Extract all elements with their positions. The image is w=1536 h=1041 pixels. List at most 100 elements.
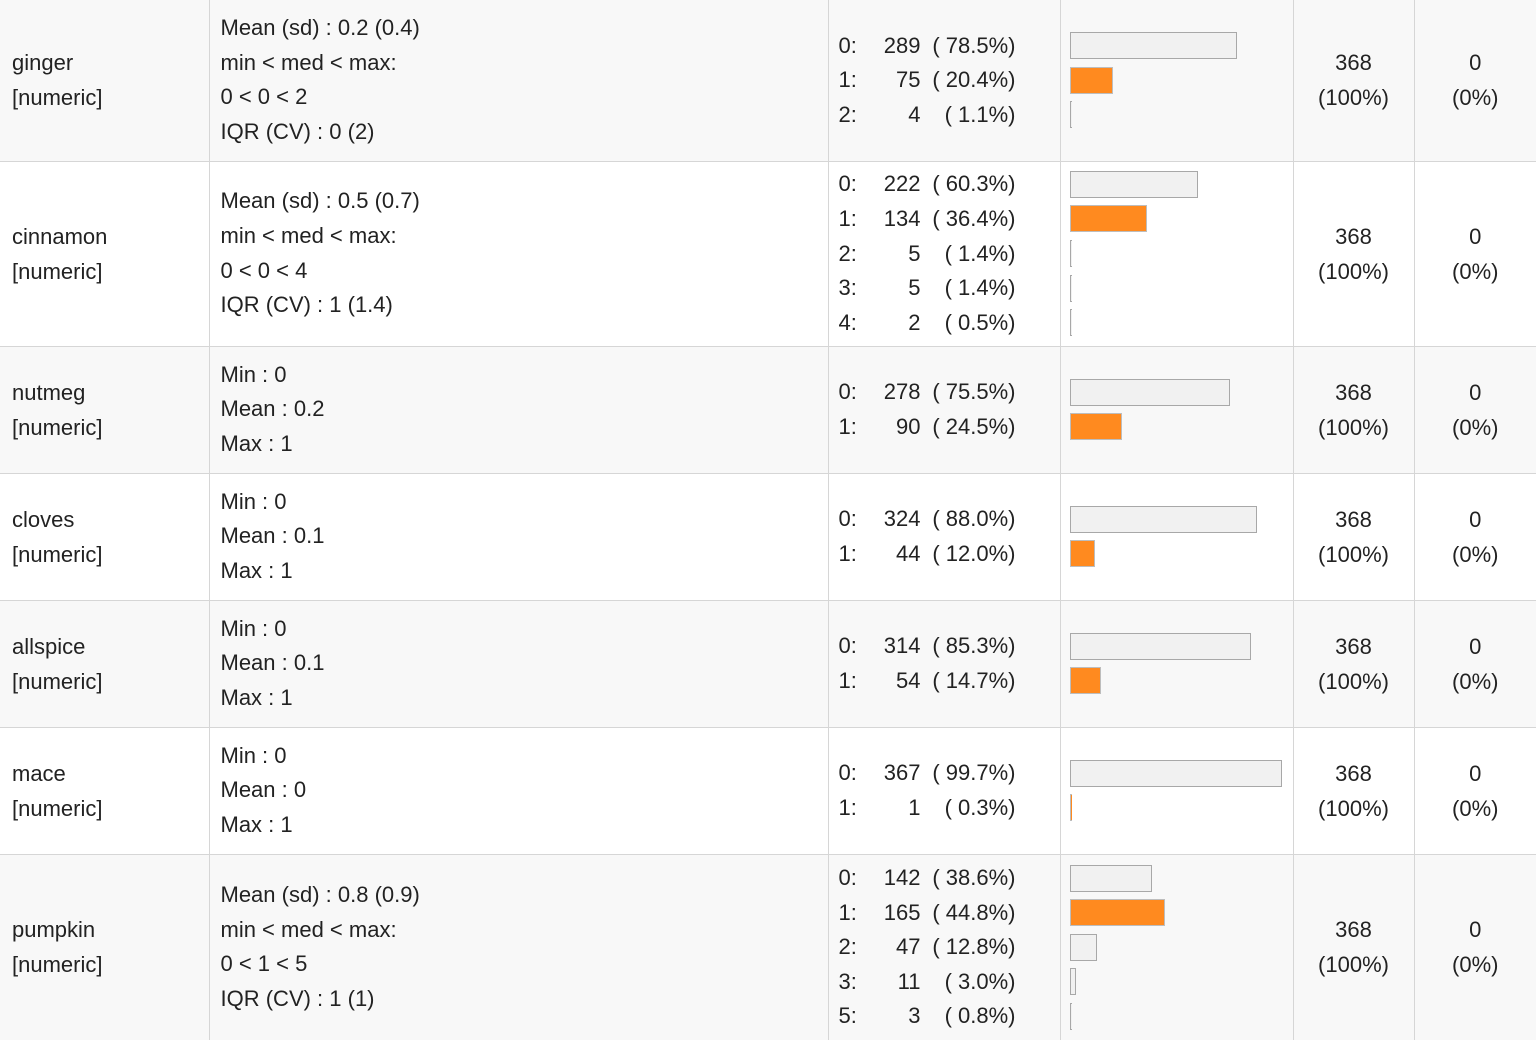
missing-percent: (0%)	[1452, 952, 1499, 978]
freq-line: 2: 5 ( 1.4%)	[839, 236, 1060, 271]
freqs-cell: 0: 314 ( 85.3%) 1: 54 ( 14.7%)	[827, 599, 1061, 728]
stats-line: Min : 0	[220, 742, 287, 768]
freq-count: 314	[883, 633, 921, 659]
bar-row	[1069, 202, 1293, 237]
freq-percent: ( 0.5%)	[944, 309, 1016, 335]
bar	[1069, 1002, 1072, 1030]
freq-percent: ( 0.3%)	[944, 794, 1016, 820]
freq-line: 0: 314 ( 85.3%)	[839, 629, 1060, 664]
variable-type: [numeric]	[12, 414, 103, 440]
stats-line: Max : 1	[220, 557, 293, 583]
freq-value: 0:	[838, 865, 857, 891]
variable-cell: nutmeg [numeric]	[0, 345, 210, 474]
missing-count: 0	[1469, 379, 1482, 405]
bar-row	[1069, 305, 1293, 340]
stats-line: 0 < 0 < 4	[220, 257, 308, 283]
freq-count: 4	[908, 101, 921, 127]
freq-percent: ( 3.0%)	[944, 968, 1016, 994]
freq-line: 1: 1 ( 0.3%)	[839, 791, 1060, 826]
graph-cell	[1059, 0, 1294, 162]
valid-count: 368	[1335, 633, 1372, 659]
bar-row	[1069, 791, 1293, 826]
freq-percent: ( 85.3%)	[932, 633, 1016, 659]
bar	[1069, 759, 1282, 787]
stats-line: Mean : 0.1	[220, 650, 325, 676]
freq-line: 2: 4 ( 1.1%)	[839, 98, 1060, 133]
freq-line: 0: 289 ( 78.5%)	[839, 28, 1060, 63]
bar	[1069, 667, 1101, 695]
freq-percent: ( 38.6%)	[932, 865, 1016, 891]
valid-count: 368	[1335, 506, 1372, 532]
freq-value: 0:	[838, 379, 857, 405]
stats-line: 0 < 0 < 2	[220, 84, 308, 110]
bar	[1069, 378, 1231, 406]
missing-cell: 0 (0%)	[1413, 599, 1536, 728]
stats-line: Max : 1	[220, 430, 293, 456]
freq-line: 5: 3 ( 0.8%)	[839, 999, 1060, 1034]
stats-line: IQR (CV) : 0 (2)	[220, 118, 375, 144]
variable-cell: cinnamon [numeric]	[0, 160, 210, 347]
stats-line: IQR (CV) : 1 (1.4)	[220, 292, 393, 318]
freq-count: 5	[908, 275, 921, 301]
valid-count: 368	[1335, 50, 1372, 76]
freq-percent: ( 12.8%)	[932, 934, 1016, 960]
variable-cell: ginger [numeric]	[0, 0, 210, 162]
freq-percent: ( 99.7%)	[932, 760, 1016, 786]
bar-row	[1069, 63, 1293, 98]
stats-line: 0 < 1 < 5	[220, 951, 308, 977]
freq-count: 1	[908, 794, 921, 820]
variable-type: [numeric]	[12, 952, 103, 978]
valid-percent: (100%)	[1318, 952, 1389, 978]
freq-value: 4:	[838, 309, 857, 335]
missing-count: 0	[1469, 917, 1482, 943]
bar	[1069, 505, 1257, 533]
freq-value: 2:	[838, 934, 857, 960]
freq-count: 222	[883, 171, 921, 197]
bar	[1069, 170, 1198, 198]
freq-percent: ( 14.7%)	[932, 667, 1016, 693]
freq-value: 0:	[838, 633, 857, 659]
missing-cell: 0 (0%)	[1413, 853, 1536, 1040]
variable-name: cinnamon	[12, 223, 108, 249]
table-row: cinnamon [numeric] Mean (sd) : 0.5 (0.7) mi…	[0, 160, 1536, 347]
valid-count: 368	[1335, 917, 1372, 943]
valid-cell: 368 (100%)	[1292, 599, 1415, 728]
freq-value: 2:	[838, 101, 857, 127]
freq-value: 1:	[838, 794, 857, 820]
stats-line: Max : 1	[220, 684, 293, 710]
freq-line: 3: 11 ( 3.0%)	[839, 965, 1060, 1000]
stats-line: Mean : 0.1	[220, 523, 325, 549]
stats-line: min < med < max:	[220, 916, 397, 942]
freq-line: 0: 324 ( 88.0%)	[839, 502, 1060, 537]
freq-count: 324	[883, 506, 921, 532]
stats-line: Mean : 0	[220, 777, 307, 803]
freq-percent: ( 36.4%)	[932, 205, 1016, 231]
freq-value: 3:	[838, 968, 857, 994]
freq-line: 0: 142 ( 38.6%)	[839, 861, 1060, 896]
freq-percent: ( 0.8%)	[944, 1003, 1016, 1029]
freq-line: 4: 2 ( 0.5%)	[839, 305, 1060, 340]
graph-cell	[1059, 160, 1294, 347]
variable-cell: mace [numeric]	[0, 726, 210, 855]
freq-line: 0: 222 ( 60.3%)	[839, 167, 1060, 202]
stats-line: Mean (sd) : 0.5 (0.7)	[220, 188, 420, 214]
freq-count: 165	[883, 899, 921, 925]
bar-row	[1069, 271, 1293, 306]
bar-row	[1069, 28, 1293, 63]
freq-count: 54	[896, 667, 921, 693]
bar-row	[1069, 965, 1293, 1000]
variable-name: cloves	[12, 506, 75, 532]
valid-cell: 368 (100%)	[1292, 160, 1415, 347]
stats-line: IQR (CV) : 1 (1)	[220, 985, 375, 1011]
freq-count: 142	[883, 865, 921, 891]
variable-name: nutmeg	[12, 379, 86, 405]
bar-row	[1069, 537, 1293, 572]
bar-row	[1069, 930, 1293, 965]
freq-line: 0: 278 ( 75.5%)	[839, 375, 1060, 410]
freq-line: 1: 165 ( 44.8%)	[839, 895, 1060, 930]
freqs-cell: 0: 142 ( 38.6%) 1: 165 ( 44.8%) 2: 47 ( 12.8%) 3:…	[827, 853, 1061, 1040]
bar-row	[1069, 629, 1293, 664]
freq-percent: ( 1.1%)	[944, 101, 1016, 127]
variable-type: [numeric]	[12, 258, 103, 284]
stats-line: Mean (sd) : 0.2 (0.4)	[220, 15, 420, 41]
